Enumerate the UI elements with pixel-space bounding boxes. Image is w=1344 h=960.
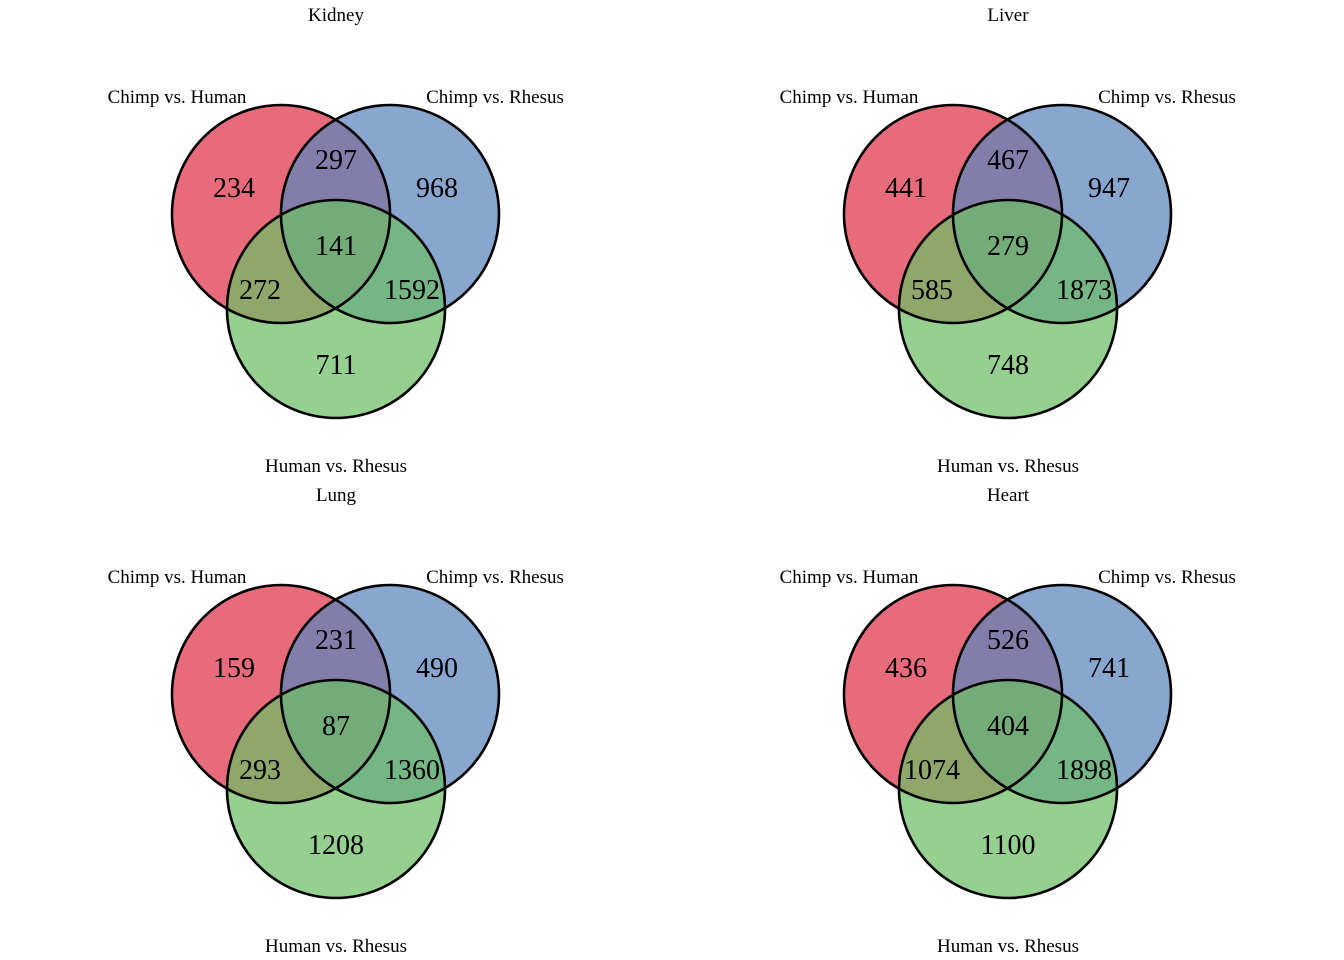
set-label-c: Human vs. Rhesus [265,456,407,477]
set-label-b: Chimp vs. Rhesus [426,87,564,108]
panel-title: Kidney [308,5,364,26]
count-b: 968 [416,173,458,204]
count-a: 234 [213,173,255,204]
set-c-outline [897,678,1119,900]
set-label-a: Chimp vs. Human [780,567,919,588]
count-a: 436 [885,653,927,684]
venn-panel-heart: Heart Chimp vs. Human Chimp vs. Rhesus Huma… [780,485,1236,957]
set-label-a: Chimp vs. Human [780,87,919,108]
count-bc: 1592 [384,275,440,306]
panel-title: Liver [987,5,1029,26]
count-a: 441 [885,173,927,204]
set-c-outline [897,198,1119,420]
venn-panel-lung: Lung Chimp vs. Human Chimp vs. Rhesus Human… [108,485,564,957]
count-b: 741 [1088,653,1130,684]
count-bc: 1873 [1056,275,1112,306]
set-label-a: Chimp vs. Human [108,567,247,588]
panel-title: Lung [316,485,357,506]
count-bc: 1360 [384,755,440,786]
count-abc: 404 [987,711,1029,742]
set-label-b: Chimp vs. Rhesus [1098,567,1236,588]
count-b: 490 [416,653,458,684]
count-c: 748 [987,350,1029,381]
count-ac: 293 [239,755,281,786]
count-abc: 87 [322,711,350,742]
panel-title: Heart [987,485,1030,506]
count-ac: 585 [911,275,953,306]
count-c: 1208 [308,830,364,861]
set-c-outline [225,678,447,900]
set-label-a: Chimp vs. Human [108,87,247,108]
count-ab: 526 [987,625,1029,656]
count-c: 711 [316,350,357,381]
count-ab: 297 [315,145,357,176]
count-ab: 231 [315,625,357,656]
count-bc: 1898 [1056,755,1112,786]
set-c-outline [225,198,447,420]
count-a: 159 [213,653,255,684]
count-ab: 467 [987,145,1029,176]
count-abc: 141 [315,231,357,262]
set-label-c: Human vs. Rhesus [937,936,1079,957]
count-c: 1100 [981,830,1036,861]
venn-panel-liver: Liver Chimp vs. Human Chimp vs. Rhesus Huma… [780,5,1236,477]
venn-panel-kidney: Kidney Chimp vs. Human Chimp vs. Rhesus Hum… [108,5,564,477]
set-label-c: Human vs. Rhesus [937,456,1079,477]
count-ac: 1074 [904,755,960,786]
set-label-c: Human vs. Rhesus [265,936,407,957]
set-label-b: Chimp vs. Rhesus [1098,87,1236,108]
set-label-b: Chimp vs. Rhesus [426,567,564,588]
count-b: 947 [1088,173,1130,204]
count-abc: 279 [987,231,1029,262]
count-ac: 272 [239,275,281,306]
